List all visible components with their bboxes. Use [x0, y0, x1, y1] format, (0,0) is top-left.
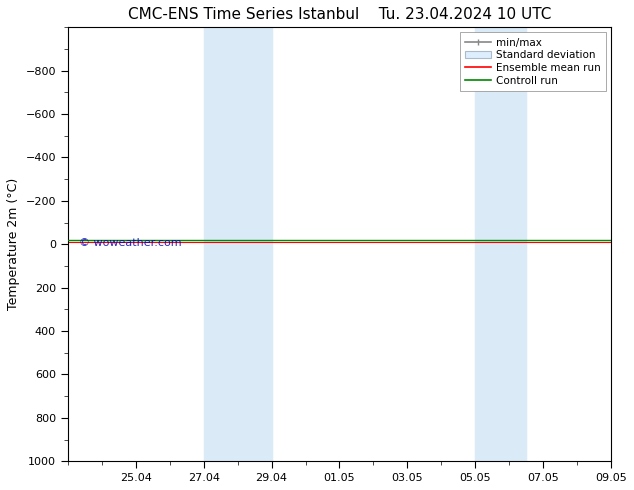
Bar — [204, 27, 271, 461]
Bar — [476, 27, 526, 461]
Y-axis label: Temperature 2m (°C): Temperature 2m (°C) — [7, 178, 20, 310]
Text: © woweather.com: © woweather.com — [79, 239, 181, 248]
Legend: min/max, Standard deviation, Ensemble mean run, Controll run: min/max, Standard deviation, Ensemble me… — [460, 32, 606, 91]
Title: CMC-ENS Time Series Istanbul    Tu. 23.04.2024 10 UTC: CMC-ENS Time Series Istanbul Tu. 23.04.2… — [128, 7, 551, 22]
